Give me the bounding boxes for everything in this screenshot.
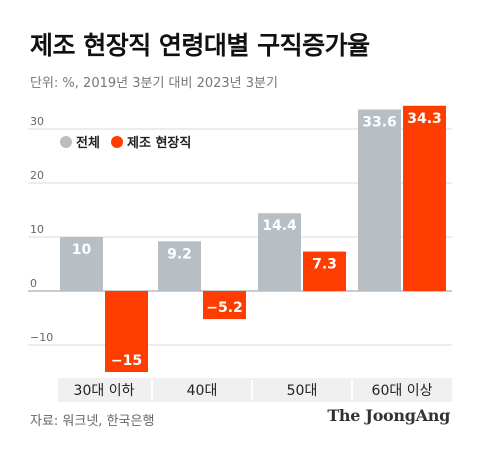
data-label: 9.2 — [167, 246, 192, 262]
bar-total — [158, 241, 201, 291]
bar-total — [258, 213, 301, 291]
chart-title: 제조 현장직 연령대별 구직증가율 — [30, 31, 370, 60]
chart-subtitle: 단위: %, 2019년 3분기 대비 2023년 3분기 — [30, 76, 278, 91]
data-label: 10 — [72, 242, 92, 258]
legend-label: 제조 현장직 — [127, 135, 191, 151]
y-tick-label: 30 — [30, 115, 44, 128]
legend-swatch — [111, 136, 123, 148]
data-label: 33.6 — [362, 115, 397, 131]
category-label: 40대 — [187, 383, 218, 399]
legend-label: 전체 — [76, 135, 100, 151]
y-tick-label: 10 — [30, 223, 44, 236]
data-label: −15 — [111, 353, 142, 369]
category-label: 60대 이상 — [372, 383, 433, 399]
bar-manufacturing — [303, 251, 346, 291]
legend-swatch — [60, 136, 72, 148]
y-tick-label: −10 — [30, 331, 53, 344]
bar-manufacturing — [203, 291, 246, 320]
category-label: 50대 — [287, 383, 318, 399]
data-label: −5.2 — [206, 300, 243, 316]
bar-total — [60, 237, 103, 291]
category-label: 30대 이하 — [74, 383, 135, 399]
category-strip — [58, 378, 452, 402]
source-note: 자료: 워크넷, 한국은행 — [30, 414, 155, 429]
bar-manufacturing — [403, 105, 446, 291]
y-tick-label: 20 — [30, 169, 44, 182]
bar-total — [358, 109, 401, 291]
brand-logo: The JoongAng — [327, 406, 450, 425]
data-label: 14.4 — [262, 218, 297, 234]
y-tick-label: 0 — [30, 277, 37, 290]
bar-manufacturing — [105, 291, 148, 372]
data-label: 7.3 — [312, 257, 337, 273]
data-label: 34.3 — [407, 111, 442, 127]
